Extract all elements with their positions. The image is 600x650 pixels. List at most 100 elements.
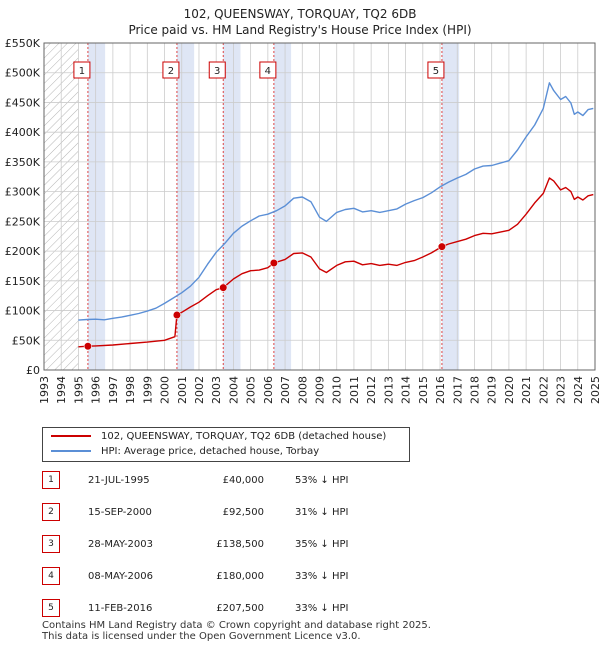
sale-price: £138,500 — [216, 539, 264, 550]
sale-price: £207,500 — [216, 603, 264, 614]
sale-row: 1 21-JUL-1995 £40,000 53% ↓ HPI — [42, 471, 462, 491]
sale-badge-label: 2 — [168, 66, 174, 77]
x-tick-label: 1997 — [107, 376, 120, 404]
x-tick-label: 2018 — [468, 376, 481, 404]
x-tick-label: 2020 — [503, 376, 516, 404]
plot-frame — [43, 42, 596, 371]
sale-number-badge: 3 — [42, 535, 60, 553]
sale-band — [223, 43, 241, 370]
price-chart: 1 2 3 4 5 £0 £50K £100K £150K £200K £250K £300K £35… — [5, 37, 600, 404]
y-tick-label: £300K — [5, 186, 41, 199]
sale-number-badge: 5 — [42, 599, 60, 617]
sale-price: £180,000 — [216, 571, 264, 582]
sale-date: 21-JUL-1995 — [88, 475, 150, 486]
x-tick-label: 2015 — [417, 376, 430, 404]
sale-marker-lines — [87, 43, 443, 370]
sale-point — [437, 242, 447, 251]
legend-swatch-hpi — [51, 450, 91, 452]
x-tick-label: 1999 — [141, 376, 154, 404]
sale-badge: 3 — [208, 61, 226, 79]
sale-point — [83, 342, 93, 351]
legend-item-property: 102, QUEENSWAY, TORQUAY, TQ2 6DB (detach… — [51, 430, 386, 444]
legend: 102, QUEENSWAY, TORQUAY, TQ2 6DB (detach… — [42, 427, 410, 462]
sale-badge-box — [73, 61, 91, 79]
sale-price: £40,000 — [222, 475, 264, 486]
x-tick-label: 2013 — [382, 376, 395, 404]
y-tick-label: £400K — [5, 126, 41, 139]
sale-point — [269, 258, 278, 268]
x-tick-label: 2008 — [296, 376, 309, 404]
chart-title-block: 102, QUEENSWAY, TORQUAY, TQ2 6DB Price p… — [0, 6, 600, 38]
x-tick-label: 1994 — [55, 376, 68, 404]
sale-badge: 2 — [162, 61, 180, 79]
sale-band — [176, 43, 195, 370]
sale-row: 2 15-SEP-2000 £92,500 31% ↓ HPI — [42, 503, 462, 523]
sale-row: 3 28-MAY-2003 £138,500 35% ↓ HPI — [42, 535, 462, 555]
sale-point — [172, 310, 182, 320]
footer-license: This data is licensed under the Open Gov… — [42, 631, 361, 642]
x-tick-label: 2014 — [400, 376, 413, 404]
series-line-hpi — [78, 82, 594, 321]
y-tick-labels: £0 £50K £100K £150K £200K £250K £300K £350K £400… — [5, 37, 41, 377]
sale-badge-box — [427, 61, 445, 79]
sale-points — [83, 242, 447, 351]
chart-subtitle: Price paid vs. HM Land Registry's House … — [128, 23, 472, 37]
sale-hpi-diff: 53% ↓ HPI — [295, 475, 349, 486]
x-tick-label: 2016 — [434, 376, 447, 404]
legend-swatch-property — [51, 435, 91, 437]
sale-badge-label: 3 — [214, 66, 220, 77]
sale-band — [273, 43, 292, 370]
x-tick-label: 2000 — [159, 376, 172, 404]
sale-point — [219, 283, 228, 292]
sale-badge-label: 4 — [265, 66, 271, 77]
sale-badge-label: 5 — [433, 66, 439, 77]
x-tick-label: 2011 — [348, 376, 361, 404]
sale-band — [441, 43, 460, 370]
x-tick-label: 2025 — [589, 376, 600, 404]
y-tick-label: £150K — [5, 275, 41, 288]
x-tick-label: 1993 — [38, 376, 51, 404]
sale-badge: 5 — [427, 61, 445, 79]
x-tick-label: 2006 — [262, 376, 275, 404]
sale-badge-box — [259, 61, 277, 79]
sale-badge-label: 1 — [79, 66, 85, 77]
footer-copyright: Contains HM Land Registry data © Crown c… — [42, 620, 431, 631]
chart-title: 102, QUEENSWAY, TORQUAY, TQ2 6DB — [183, 7, 417, 21]
x-tick-label: 2023 — [555, 376, 568, 404]
y-tick-label: £50K — [12, 334, 41, 347]
sale-hpi-diff: 35% ↓ HPI — [295, 539, 349, 550]
x-tick-label: 2024 — [572, 376, 585, 404]
x-tick-label: 2002 — [193, 376, 206, 404]
sale-number-badge: 4 — [42, 567, 60, 585]
legend-item-hpi: HPI: Average price, detached house, Torb… — [51, 445, 319, 459]
sale-band — [87, 43, 106, 370]
sale-hpi-diff: 33% ↓ HPI — [295, 603, 349, 614]
x-tick-label: 2021 — [520, 376, 533, 404]
series-line-property — [78, 177, 594, 348]
x-tick-label: 1998 — [124, 376, 137, 404]
x-tick-label: 2022 — [537, 376, 550, 404]
x-tick-label: 1995 — [72, 376, 85, 404]
sale-badge-box — [162, 61, 180, 79]
x-tick-labels: 1993 1994 1995 1996 1997 1998 1999 2000 2001 2002… — [38, 376, 600, 404]
x-tick-label: 2017 — [451, 376, 464, 404]
sale-hpi-diff: 33% ↓ HPI — [295, 571, 349, 582]
sale-badge-box — [208, 61, 226, 79]
y-tick-label: £250K — [5, 215, 41, 228]
legend-label-hpi: HPI: Average price, detached house, Torb… — [101, 446, 320, 457]
y-tick-label: £500K — [5, 67, 41, 80]
y-tick-label: £0 — [26, 364, 40, 377]
sale-hpi-diff: 31% ↓ HPI — [295, 507, 349, 518]
sale-date: 28-MAY-2003 — [88, 539, 154, 550]
x-tick-label: 2010 — [331, 376, 344, 404]
x-tick-label: 2009 — [314, 376, 327, 404]
x-tick-label: 1996 — [90, 376, 103, 404]
x-tick-label: 2004 — [227, 376, 240, 404]
x-tick-label: 2003 — [210, 376, 223, 404]
y-tick-label: £350K — [5, 156, 41, 169]
x-tick-label: 2001 — [176, 376, 189, 404]
x-tick-label: 2007 — [279, 376, 292, 404]
sale-date: 08-MAY-2006 — [88, 571, 154, 582]
sale-bands — [87, 43, 460, 370]
x-tick-label: 2005 — [245, 376, 258, 404]
